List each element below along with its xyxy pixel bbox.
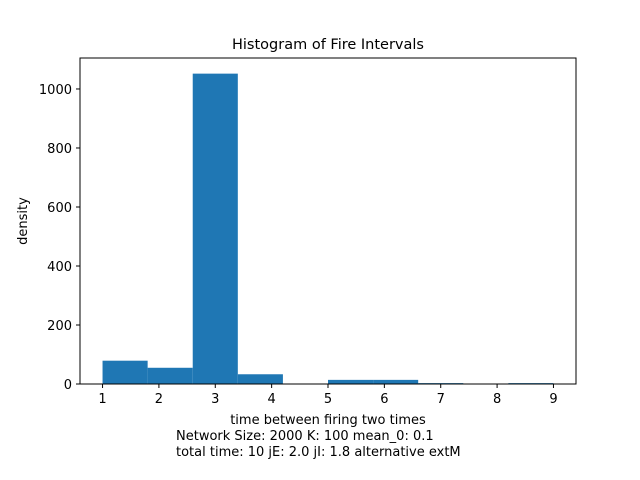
bar-6 bbox=[328, 379, 374, 384]
bar-2 bbox=[147, 367, 193, 384]
y-tick-label: 1000 bbox=[39, 83, 72, 98]
y-tick-label: 200 bbox=[47, 319, 72, 334]
bar-3 bbox=[192, 73, 238, 384]
chart-title: Histogram of Fire Intervals bbox=[232, 37, 424, 53]
x-tick-label: 7 bbox=[437, 392, 445, 407]
bar-1 bbox=[102, 360, 148, 384]
x-tick-label: 9 bbox=[549, 392, 557, 407]
bars-group bbox=[102, 73, 554, 384]
x-tick-label: 1 bbox=[98, 392, 106, 407]
x-tick-label: 5 bbox=[324, 392, 332, 407]
bar-4 bbox=[237, 374, 283, 384]
y-axis: 0 200 400 600 800 1000 bbox=[39, 83, 80, 393]
x-tick-label: 4 bbox=[267, 392, 275, 407]
x-axis-label: time between firing two times bbox=[230, 413, 426, 428]
y-axis-label: density bbox=[16, 197, 31, 245]
y-tick-label: 0 bbox=[64, 378, 72, 393]
x-tick-label: 2 bbox=[155, 392, 163, 407]
x-tick-label: 6 bbox=[380, 392, 388, 407]
bar-7 bbox=[373, 379, 419, 384]
x-tick-label: 3 bbox=[211, 392, 219, 407]
x-axis: 1 2 3 4 5 6 7 8 9 bbox=[98, 384, 558, 407]
y-tick-label: 600 bbox=[47, 201, 72, 216]
x-tick-label: 8 bbox=[493, 392, 501, 407]
caption-line-1: Network Size: 2000 K: 100 mean_0: 0.1 bbox=[176, 429, 434, 444]
y-tick-label: 800 bbox=[47, 142, 72, 157]
y-tick-label: 400 bbox=[47, 260, 72, 275]
caption-line-2: total time: 10 jE: 2.0 jI: 1.8 alternati… bbox=[176, 445, 461, 460]
